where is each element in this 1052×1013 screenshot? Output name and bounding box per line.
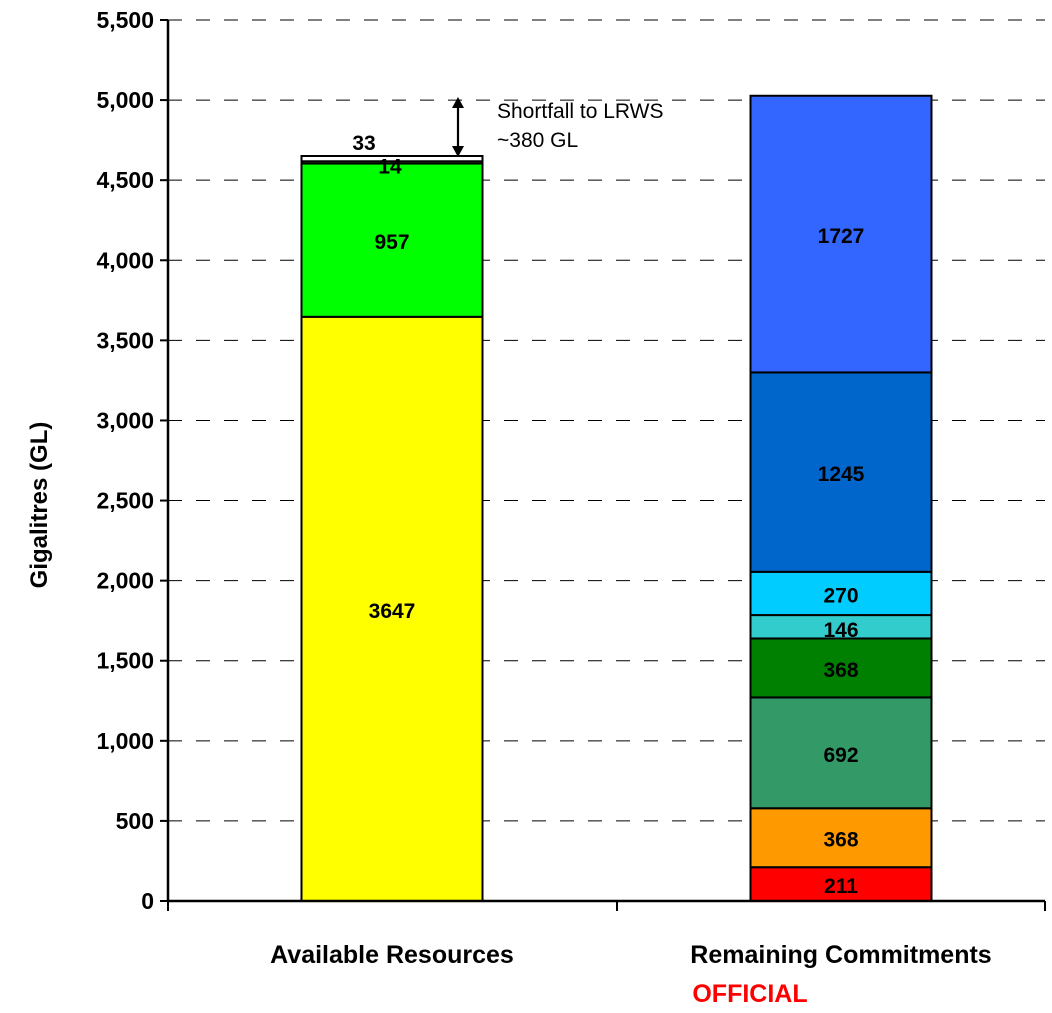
y-tick-label: 3,000 [96, 407, 154, 433]
y-tick-label: 1,000 [96, 728, 154, 754]
bar-segment [749, 94, 933, 374]
y-tick-label: 5,500 [96, 7, 154, 33]
category-labels: Available Resources Remaining Commitments [270, 941, 992, 969]
segment-value-label: 146 [823, 619, 858, 642]
y-tick-label: 5,000 [96, 87, 154, 113]
y-tick-label: 2,500 [96, 488, 154, 514]
shortfall-line-1: Shortfall to LRWS [497, 100, 664, 123]
segment-value-label: 368 [823, 659, 858, 682]
bar-segment [749, 696, 933, 810]
segment-value-label: 957 [374, 231, 409, 254]
y-tick-label: 0 [141, 888, 154, 914]
shortfall-annotation: Shortfall to LRWS ~380 GL [452, 97, 664, 157]
y-tick-label: 500 [116, 808, 154, 834]
shortfall-line-2: ~380 GL [497, 129, 578, 152]
category-label: Remaining Commitments [690, 941, 991, 969]
bar-segment [749, 807, 933, 869]
bar-segment [749, 371, 933, 573]
segment-value-label: 211 [824, 875, 858, 898]
shortfall-arrowhead-down [452, 146, 464, 157]
category-label: Available Resources [270, 941, 514, 969]
y-tick-label: 4,500 [96, 167, 154, 193]
bars [300, 94, 933, 903]
y-tick-labels: 0 500 1,000 1,500 2,000 2,500 3,000 3,500 4,000 4… [96, 7, 154, 914]
y-axis-label: Gigalitres (GL) [26, 422, 53, 589]
shortfall-arrowhead-up [452, 97, 464, 108]
axes [160, 19, 1046, 911]
y-tick-label: 4,000 [96, 247, 154, 273]
bar-segment [749, 570, 933, 617]
y-tick-label: 2,000 [96, 568, 154, 594]
classification-footer: OFFICIAL [692, 980, 807, 1008]
segment-value-label: 270 [823, 584, 858, 607]
segment-value-label: 1727 [818, 225, 865, 248]
y-tick-label: 3,500 [96, 327, 154, 353]
bar-segment [300, 162, 484, 318]
segment-value-label: 692 [823, 744, 858, 767]
segment-value-label: 3647 [369, 600, 416, 623]
segment-value-label: 33 [352, 132, 375, 155]
y-tick-label: 1,500 [96, 648, 154, 674]
bar-segment [300, 154, 484, 163]
segment-value-label: 368 [823, 829, 858, 852]
segment-value-label: 14 [378, 155, 402, 178]
bar-segment [749, 637, 933, 699]
segment-value-label: 1245 [818, 463, 865, 486]
